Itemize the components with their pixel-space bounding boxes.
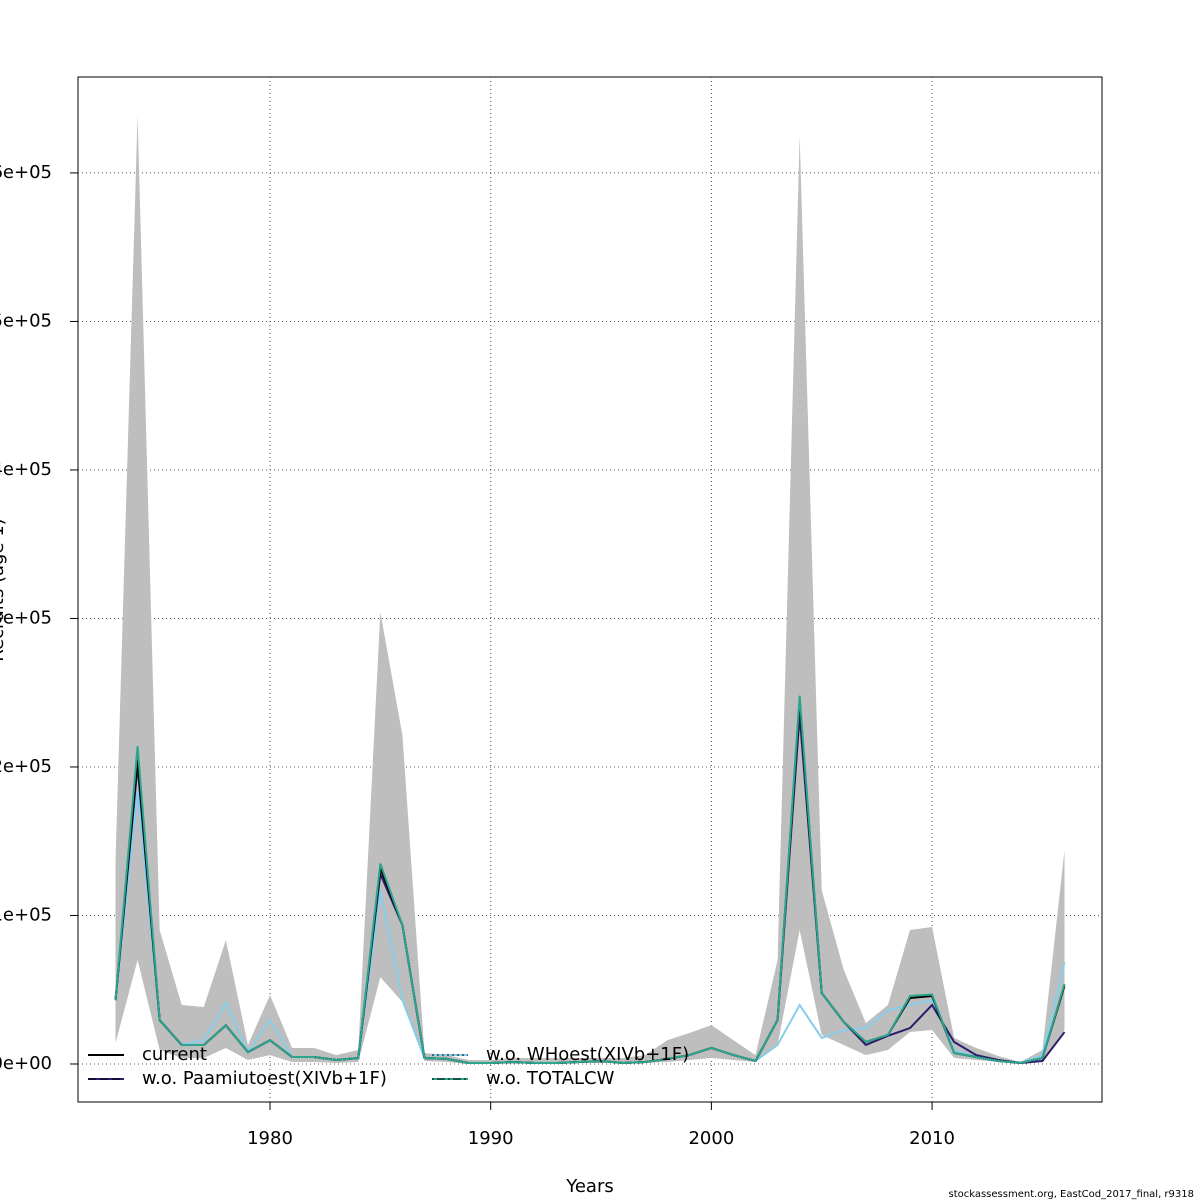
y-tick-label: 2e+05	[0, 756, 52, 777]
y-axis-label: Recruits (age 1)	[0, 518, 8, 661]
y-tick-label: 4e+05	[0, 459, 52, 480]
legend-label: current	[142, 1044, 207, 1065]
confidence-band	[115, 115, 1065, 1064]
legend-label: w.o. WHoest(XIVb+1F)	[486, 1044, 689, 1065]
x-tick-label: 2010	[909, 1128, 955, 1149]
x-tick-label: 1980	[247, 1128, 293, 1149]
y-tick-label: 1e+05	[0, 904, 52, 925]
y-tick-label: 5e+05	[0, 310, 52, 331]
plot-frame	[77, 76, 1103, 1103]
y-tick-label: 0e+00	[0, 1053, 52, 1074]
y-tick-label: 6e+05	[0, 162, 52, 183]
footnote: stockassessment.org, EastCod_2017_final,…	[948, 1189, 1194, 1200]
y-tick-label: 3e+05	[0, 607, 52, 628]
x-tick-label: 1990	[468, 1128, 514, 1149]
legend-label: w.o. TOTALCW	[486, 1068, 615, 1089]
legend-label: w.o. Paamiutoest(XIVb+1F)	[142, 1068, 387, 1089]
x-axis-label: Years	[565, 1176, 614, 1197]
x-tick-label: 2000	[688, 1128, 734, 1149]
legend: current w.o. Paamiutoest(XIVb+1F) w.o. WHo…	[88, 1044, 689, 1089]
series-line	[114, 695, 1066, 1064]
